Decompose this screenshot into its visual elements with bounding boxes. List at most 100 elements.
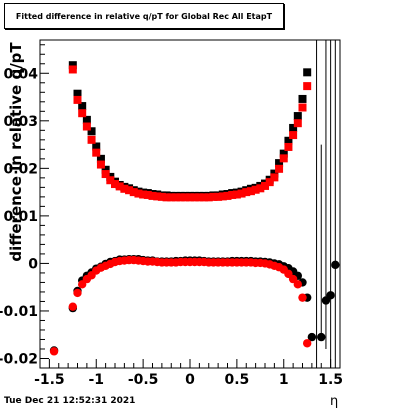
data-point-square <box>209 192 218 201</box>
data-point-square <box>303 68 312 77</box>
data-point-circle <box>49 347 59 356</box>
data-point-circle <box>293 280 303 289</box>
data-point-square <box>195 193 204 202</box>
data-point-circle <box>298 293 307 302</box>
data-point-square <box>139 190 148 199</box>
plot-border <box>39 39 341 369</box>
data-point-square <box>284 136 293 145</box>
y-tick-label: 0.01 <box>3 209 38 225</box>
data-point-circle <box>68 302 78 311</box>
x-tick-label: -1.5 <box>34 372 65 388</box>
data-point-square <box>111 180 119 189</box>
data-point-square <box>223 191 232 200</box>
data-point-circle <box>302 339 312 348</box>
data-point-square <box>73 95 82 104</box>
data-point-square <box>190 193 199 202</box>
data-point-square <box>256 184 265 193</box>
data-point-square <box>101 170 110 179</box>
data-point-square <box>148 191 157 200</box>
data-point-square <box>298 94 307 103</box>
data-point-square <box>237 189 246 198</box>
y-axis-label: difference in relative q/pT <box>7 42 25 262</box>
y-tick-label: 0.02 <box>3 161 38 177</box>
chart-title-box: Fitted difference in relative q/pT for G… <box>4 3 284 29</box>
data-point-square <box>186 193 194 202</box>
data-point-square <box>279 154 288 163</box>
data-point-square <box>68 65 77 74</box>
data-point-square <box>143 190 152 199</box>
data-point-square <box>115 182 124 191</box>
data-point-square <box>157 192 166 201</box>
x-axis-label: η <box>330 394 339 409</box>
data-point-square <box>289 131 298 140</box>
data-point-square <box>176 193 185 202</box>
y-tick-label: 0.04 <box>3 66 38 82</box>
x-tick-label: -0.5 <box>128 372 159 388</box>
data-point-square <box>275 159 284 168</box>
data-point-square <box>293 119 302 128</box>
data-point-square <box>275 164 284 173</box>
data-point-square <box>279 149 288 158</box>
data-point-square <box>120 184 129 193</box>
data-point-square <box>92 148 101 157</box>
y-tick-label: -0.02 <box>0 351 38 367</box>
data-point-square <box>284 142 293 151</box>
data-point-circle <box>331 260 340 270</box>
data-point-square <box>228 190 237 199</box>
data-point-square <box>106 176 115 185</box>
data-point-square <box>303 82 312 91</box>
data-point-square <box>73 89 82 98</box>
data-point-square <box>293 112 302 121</box>
data-point-square <box>82 115 91 124</box>
data-point-square <box>87 135 96 144</box>
data-point-square <box>232 190 241 199</box>
data-point-square <box>134 189 143 198</box>
plot-frame <box>39 39 341 369</box>
data-point-square <box>214 192 223 201</box>
data-point-square <box>78 102 87 111</box>
data-point-square <box>270 173 279 182</box>
data-point-square <box>200 193 209 202</box>
data-point-square <box>171 193 180 202</box>
data-point-circle <box>307 332 317 342</box>
data-point-square <box>246 187 255 196</box>
y-tick-label: -0.01 <box>0 304 38 320</box>
x-tick-label: 1.5 <box>318 372 343 388</box>
y-tick-label: 0 <box>28 256 38 272</box>
x-tick-label: 0.5 <box>224 372 249 388</box>
data-point-square <box>261 181 269 190</box>
data-point-square <box>265 178 274 187</box>
data-point-square <box>167 193 176 202</box>
data-point-square <box>218 192 227 201</box>
x-tick-label: 0 <box>185 372 195 388</box>
data-point-square <box>204 193 213 202</box>
data-point-square <box>68 61 77 70</box>
data-point-square <box>162 193 171 202</box>
chart-title: Fitted difference in relative q/pT for G… <box>15 11 273 21</box>
data-point-square <box>101 165 110 174</box>
timestamp: Tue Dec 21 12:52:31 2021 <box>4 396 136 406</box>
data-point-square <box>181 193 190 202</box>
x-tick-label: -1 <box>88 372 104 388</box>
data-point-square <box>78 109 87 118</box>
axes: -1.5 -1 -0.5 0 0.5 1 1.5 -0.02 -0.01 0 0.01 0.02 0.0… <box>0 44 343 388</box>
data-point-square <box>289 123 298 132</box>
data-point-square <box>92 142 101 151</box>
data-point-square <box>87 127 96 136</box>
data-point-square <box>298 103 307 112</box>
data-markers <box>49 61 340 356</box>
data-point-square <box>125 186 134 195</box>
x-tick-label: 1 <box>279 372 289 388</box>
data-point-square <box>242 188 251 197</box>
error-bars <box>316 40 336 368</box>
data-point-square <box>251 185 260 194</box>
data-point-square <box>153 192 162 201</box>
data-point-square <box>96 154 105 163</box>
data-point-square <box>82 122 91 131</box>
data-point-square <box>129 188 138 197</box>
data-point-circle <box>73 288 82 298</box>
y-tick-label: 0.03 <box>3 114 38 130</box>
data-point-circle <box>317 332 326 342</box>
data-point-square <box>96 160 105 169</box>
